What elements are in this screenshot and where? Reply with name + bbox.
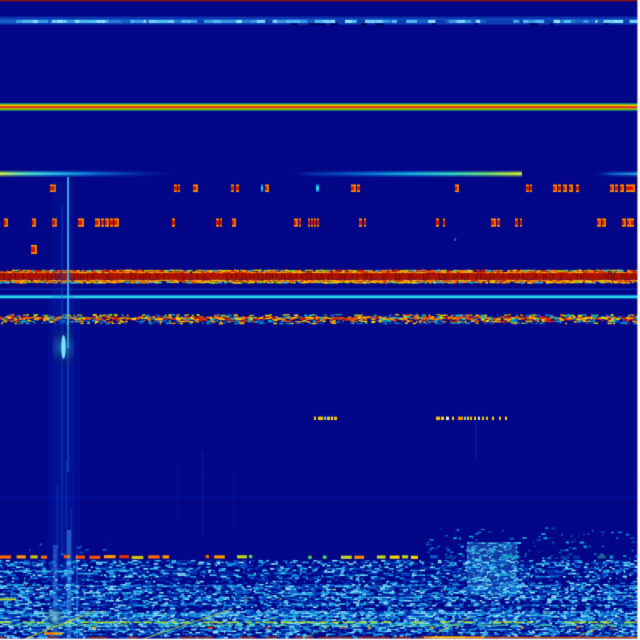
spectrogram-canvas [0, 0, 640, 640]
spectrogram-heatmap [0, 0, 640, 640]
